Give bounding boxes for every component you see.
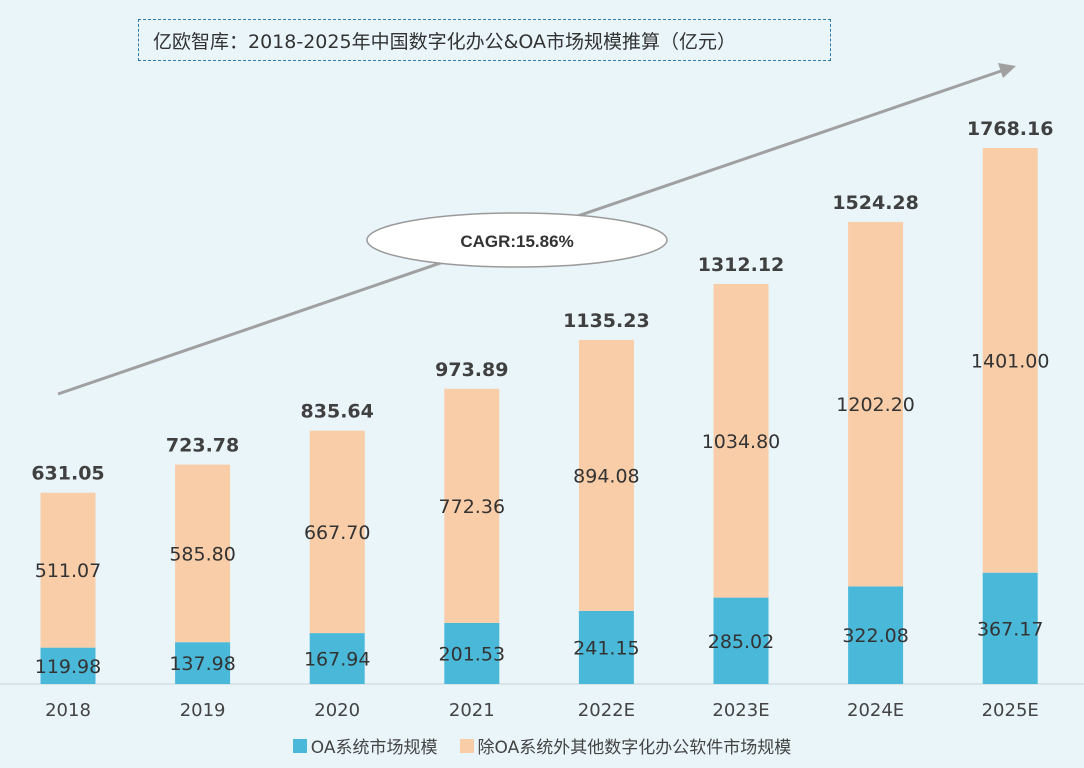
value-label-other-2021: 772.36 [439,496,505,518]
value-label-oa-2018: 119.98 [35,656,101,678]
bar-other-2023E [713,283,769,598]
bar-other-2019 [175,464,231,643]
total-label-2020: 835.64 [301,401,374,423]
value-label-other-2022E: 894.08 [573,465,639,487]
x-tick-label-2019: 2019 [180,700,226,721]
bar-other-2022E [578,339,634,611]
x-tick-label-2018: 2018 [45,700,91,721]
legend-label-other: 除OA系统外其他数字化办公软件市场规模 [477,738,792,758]
chart-title: 亿欧智库：2018-2025年中国数字化办公&OA市场规模推算（亿元） [138,19,831,61]
bar-other-2021 [444,388,500,623]
x-tick-label-2024E: 2024E [847,700,904,721]
value-label-other-2025E: 1401.00 [971,350,1050,372]
value-label-other-2020: 667.70 [304,522,370,544]
cagr-ellipse [366,212,668,268]
total-label-2019: 723.78 [166,435,239,457]
value-label-other-2018: 511.07 [35,560,101,582]
value-label-oa-2025E: 367.17 [977,618,1043,640]
total-label-2024E: 1524.28 [832,192,919,214]
legend-swatch-other [459,738,474,753]
cagr-arrowhead [998,63,1016,78]
total-label-2021: 973.89 [435,359,508,381]
value-label-other-2024E: 1202.20 [836,394,915,416]
bar-oa-2020 [309,633,365,684]
bar-oa-2018 [40,647,96,684]
legend-item-other: 除OA系统外其他数字化办公软件市场规模 [459,733,792,758]
value-label-other-2023E: 1034.80 [702,431,781,453]
legend: OA系统市场规模 除OA系统外其他数字化办公软件市场规模 [0,733,1084,758]
value-label-oa-2019: 137.98 [169,653,235,675]
x-tick-label-2020: 2020 [314,700,360,721]
x-tick-label-2025E: 2025E [982,700,1039,721]
value-label-oa-2020: 167.94 [304,649,370,671]
bar-other-2025E [982,147,1038,573]
cagr-label: CAGR:15.86% [460,232,573,251]
value-label-oa-2022E: 241.15 [573,637,639,659]
x-tick-label-2021: 2021 [449,700,495,721]
bar-other-2024E [848,221,904,587]
x-tick-label-2023E: 2023E [712,700,769,721]
total-label-2025E: 1768.16 [967,118,1054,140]
total-label-2023E: 1312.12 [698,254,785,276]
total-label-2018: 631.05 [31,463,104,485]
value-label-oa-2023E: 285.02 [708,631,774,653]
bar-oa-2025E [982,572,1038,684]
x-tick-label-2022E: 2022E [578,700,635,721]
bar-oa-2024E [848,586,904,684]
legend-item-oa: OA系统市场规模 [292,733,438,758]
total-label-2022E: 1135.23 [563,310,650,332]
legend-label-oa: OA系统市场规模 [310,738,438,758]
bar-oa-2022E [578,610,634,684]
bar-other-2020 [309,430,365,634]
bar-other-2018 [40,492,96,648]
value-label-oa-2024E: 322.08 [842,625,908,647]
bar-oa-2023E [713,597,769,684]
value-label-other-2019: 585.80 [169,543,235,565]
value-label-oa-2021: 201.53 [439,643,505,665]
bar-oa-2021 [444,622,500,684]
legend-swatch-oa [292,738,307,753]
bar-oa-2019 [175,642,231,684]
